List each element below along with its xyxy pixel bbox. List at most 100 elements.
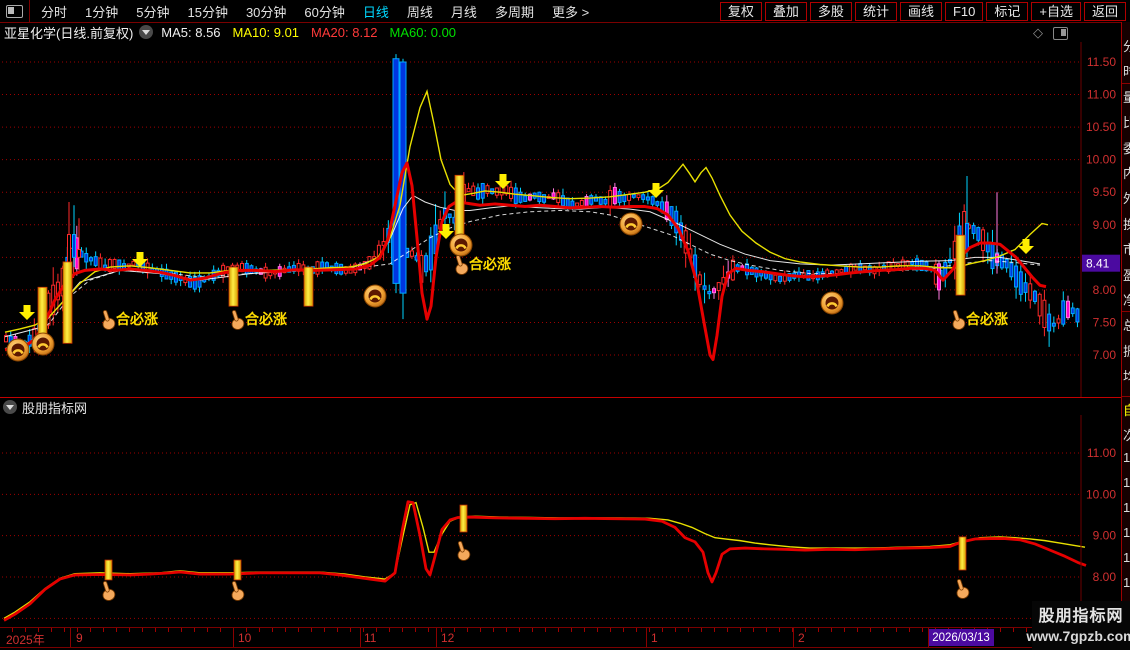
sidebar-strip-item[interactable]: 1 bbox=[1123, 550, 1130, 565]
sidebar-strip-item[interactable]: 时 bbox=[1123, 64, 1130, 80]
sidebar-strip-item[interactable]: 比 bbox=[1123, 115, 1130, 131]
toolbar-button[interactable]: 统计 bbox=[854, 1, 897, 21]
toolbar-divider bbox=[29, 0, 30, 22]
sidebar-strip-item[interactable]: 盈 bbox=[1123, 267, 1130, 283]
price-label: 11.50 bbox=[1087, 55, 1116, 69]
month-label: 10 bbox=[238, 631, 252, 645]
down-arrow-icon bbox=[495, 174, 511, 189]
sidebar-strip-item[interactable]: 市 bbox=[1123, 242, 1130, 258]
ma-value: MA10: 9.01 bbox=[232, 24, 300, 40]
sidebar-strip-item[interactable]: 1 bbox=[1123, 500, 1130, 515]
toolbar-button[interactable]: F10 bbox=[944, 1, 984, 21]
down-arrow-icon bbox=[19, 305, 35, 320]
layout-icon[interactable] bbox=[6, 4, 23, 18]
month-label: 9 bbox=[76, 631, 83, 645]
panel-icon[interactable] bbox=[1053, 26, 1068, 40]
price-label: 8.00 bbox=[1093, 570, 1117, 584]
gold-bar-marker bbox=[454, 174, 465, 239]
toolbar-item[interactable]: 15分钟 bbox=[187, 4, 228, 20]
toolbar-item[interactable]: 更多 > bbox=[551, 4, 590, 20]
month-divider bbox=[436, 628, 437, 647]
toolbar-item[interactable]: 月线 bbox=[450, 4, 477, 20]
month-label: 11 bbox=[364, 631, 377, 645]
signal-label: 合必涨 bbox=[116, 311, 158, 327]
toolbar-button[interactable]: 返回 bbox=[1083, 1, 1126, 21]
sidebar-strip-item[interactable]: 净 bbox=[1123, 293, 1130, 308]
toolbar-button[interactable]: 复权 bbox=[719, 1, 762, 21]
toolbar-button[interactable]: +自选 bbox=[1031, 1, 1081, 21]
toolbar-button[interactable]: 叠加 bbox=[764, 1, 807, 21]
price-label: 9.00 bbox=[1093, 529, 1117, 543]
toolbar-item[interactable]: 周线 bbox=[406, 4, 433, 20]
month-divider bbox=[70, 628, 71, 647]
sidebar-strip-item[interactable]: 1 bbox=[1123, 575, 1130, 590]
price-label: 10.50 bbox=[1086, 120, 1116, 134]
diamond-icon[interactable]: ◇ bbox=[1033, 25, 1043, 40]
sidebar-strip-item[interactable]: 换 bbox=[1123, 216, 1130, 232]
price-label: 7.00 bbox=[1093, 348, 1117, 362]
toolbar-item[interactable]: 5分钟 bbox=[136, 4, 170, 20]
sidebar-strip-item[interactable]: 外 bbox=[1123, 191, 1130, 207]
toolbar-item[interactable]: 日线 bbox=[362, 4, 389, 20]
sub-indicator-header: 股朋指标网 bbox=[0, 397, 1121, 416]
down-arrow-icon bbox=[132, 252, 148, 267]
toolbar-item[interactable]: 多周期 bbox=[494, 4, 534, 20]
sub-indicator-title: 股朋指标网 bbox=[22, 400, 88, 416]
sub-indicator-chart[interactable]: 11.00 10.00 9.00 8.00 bbox=[0, 415, 1130, 627]
month-divider bbox=[233, 628, 234, 647]
sidebar-strip-item[interactable]: 1 bbox=[1123, 450, 1130, 465]
watermark-url: www.7gpzb.com bbox=[1026, 627, 1130, 644]
sidebar-strip-item[interactable]: 1 bbox=[1123, 525, 1130, 540]
x-axis: 2025年 2026/03/13 9 10 11 12 1 2 bbox=[0, 627, 1130, 648]
toolbar-item[interactable]: 分时 bbox=[41, 4, 68, 20]
month-label: 2 bbox=[798, 631, 805, 645]
candles bbox=[4, 54, 1080, 354]
yellow-ma-line bbox=[4, 89, 1049, 333]
gold-bar-marker bbox=[958, 536, 967, 571]
price-label: 9.50 bbox=[1093, 185, 1117, 199]
sub-price-axis: 11.00 10.00 9.00 8.00 bbox=[1080, 415, 1117, 627]
sidebar-strip-item[interactable]: 均 bbox=[1123, 369, 1130, 385]
hand-icon bbox=[231, 310, 245, 330]
sidebar-strip-item[interactable]: 委 bbox=[1123, 140, 1130, 156]
watermark-site-name: 股朋指标网 bbox=[1038, 607, 1124, 625]
current-price-box bbox=[1082, 254, 1120, 272]
sidebar-strip-item[interactable]: 次 bbox=[1123, 428, 1130, 443]
main-candlestick-chart[interactable]: 合必涨 合必涨合必涨合必涨11.5011.0010.5010.009.509.00… bbox=[0, 42, 1130, 398]
toolbar-item[interactable]: 60分钟 bbox=[304, 4, 345, 20]
watermark: 股朋指标网 www.7gpzb.com bbox=[1026, 601, 1130, 650]
gold-bar-marker bbox=[955, 234, 966, 296]
right-sidebar-strip[interactable]: 分时量比委内外换市盈净总振均自次1111111 bbox=[1121, 22, 1130, 650]
chevron-down-icon[interactable] bbox=[3, 400, 17, 414]
month-divider bbox=[360, 628, 361, 647]
gold-bar-marker bbox=[228, 266, 239, 307]
price-label: 10.00 bbox=[1086, 487, 1116, 501]
toolbar-button[interactable]: 多股 bbox=[809, 1, 852, 21]
ma-values: MA5: 8.56 MA10: 9.01 MA20: 8.12 MA60: 0.00 bbox=[161, 25, 468, 40]
sidebar-strip-item[interactable]: 量 bbox=[1123, 89, 1130, 105]
hand-icon bbox=[455, 255, 469, 275]
signal-label: 合必涨 bbox=[245, 311, 287, 327]
sidebar-strip-item[interactable]: 分 bbox=[1123, 39, 1130, 54]
price-label: 9.00 bbox=[1093, 218, 1117, 232]
price-label: 7.50 bbox=[1093, 315, 1117, 329]
sidebar-strip-item[interactable]: 内 bbox=[1123, 166, 1130, 181]
chevron-down-icon[interactable] bbox=[139, 25, 154, 39]
sidebar-strip-item[interactable]: 1 bbox=[1123, 475, 1130, 490]
sidebar-strip-item[interactable]: 总 bbox=[1123, 318, 1130, 334]
signal-label: 合必涨 bbox=[966, 311, 1008, 327]
toolbar-item[interactable]: 1分钟 bbox=[85, 4, 119, 20]
gold-bar-marker bbox=[303, 266, 314, 307]
sidebar-strip-item[interactable]: 振 bbox=[1123, 343, 1130, 359]
hand-icon bbox=[102, 581, 116, 601]
ma-value: MA20: 8.12 bbox=[311, 24, 378, 40]
toolbar-button[interactable]: 画线 bbox=[899, 1, 942, 21]
sidebar-strip-item[interactable]: 自 bbox=[1123, 403, 1130, 418]
toolbar-item[interactable]: 30分钟 bbox=[245, 4, 287, 20]
white-dashed-line bbox=[4, 209, 1041, 349]
sub-gold-bars bbox=[104, 504, 967, 581]
ma-value: MA5: 8.56 bbox=[161, 24, 221, 40]
toolbar-button[interactable]: 标记 bbox=[986, 1, 1029, 21]
red-indicator-line bbox=[4, 161, 1047, 362]
